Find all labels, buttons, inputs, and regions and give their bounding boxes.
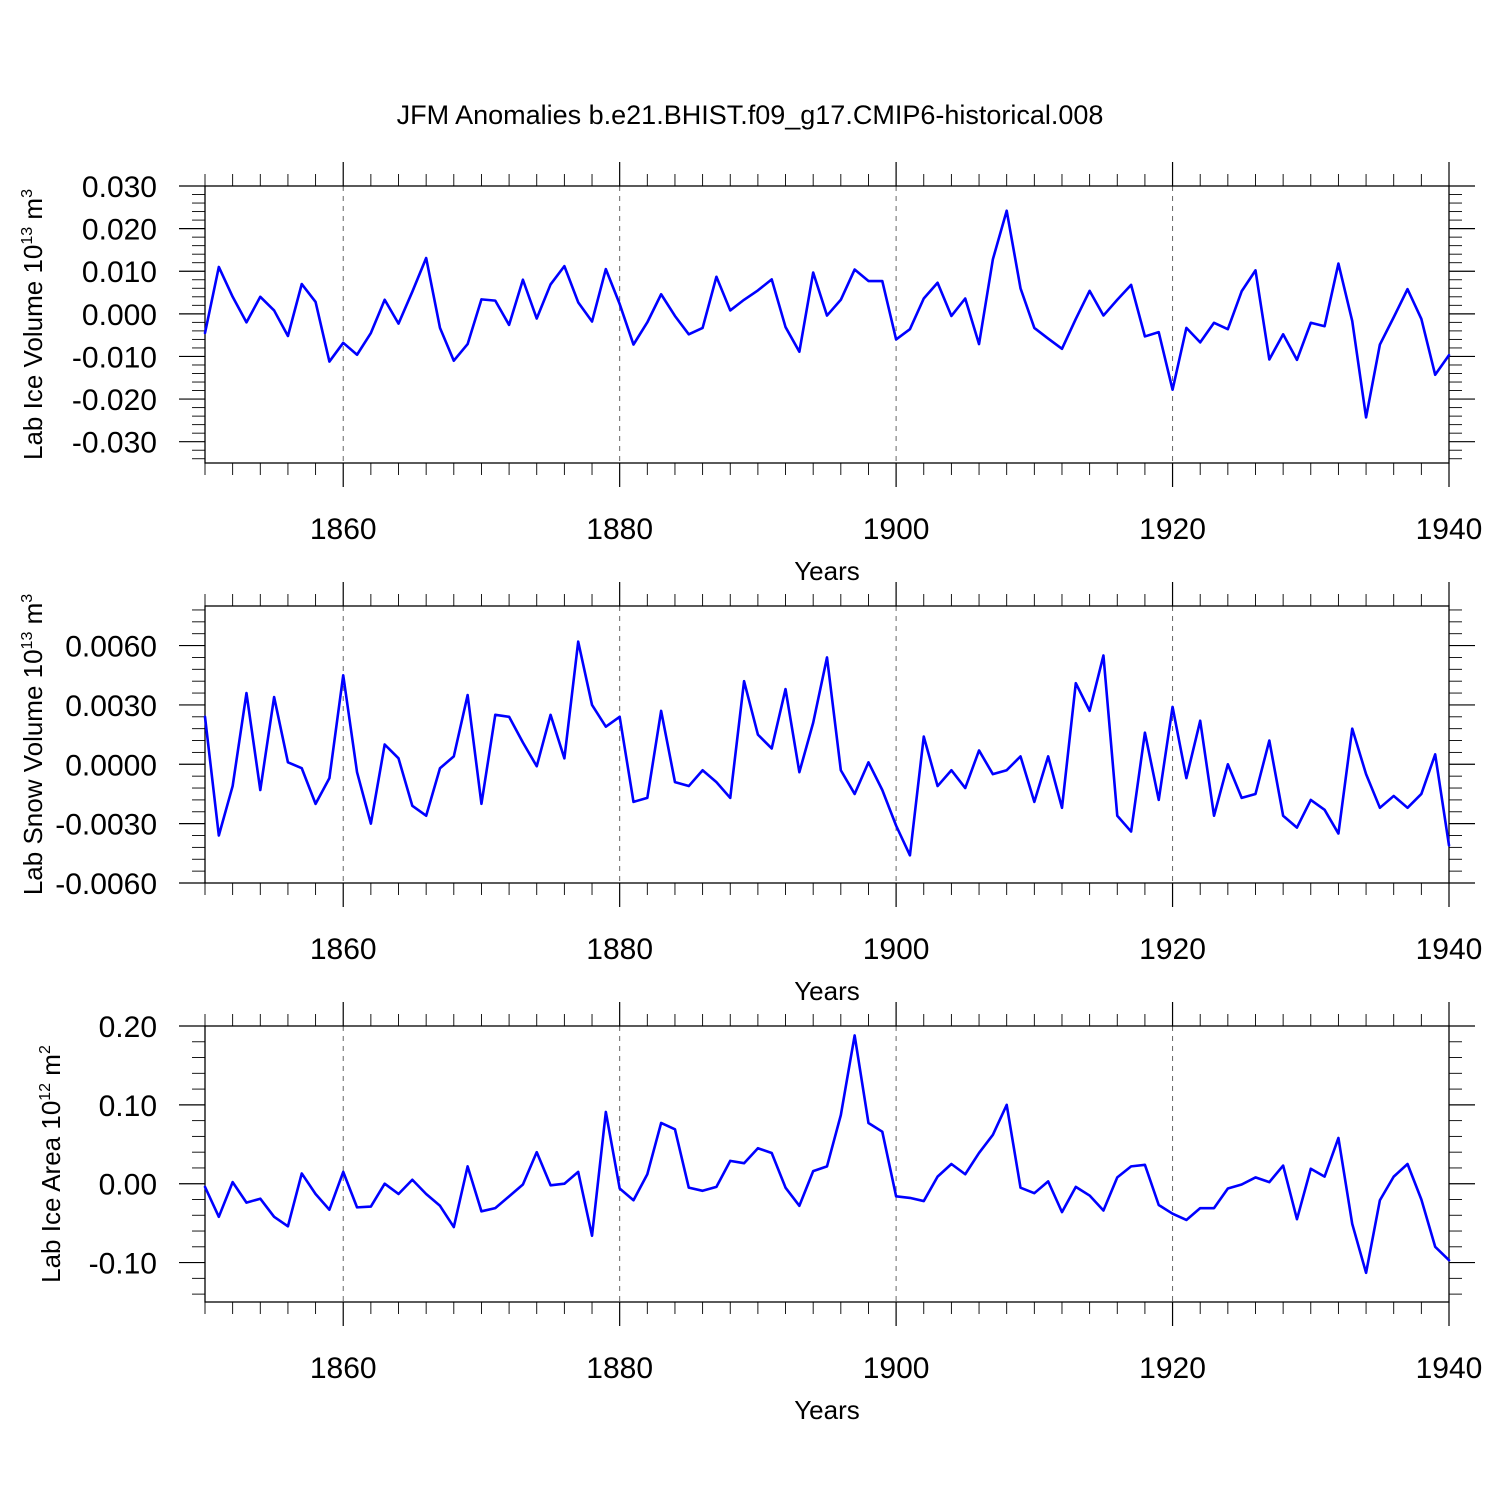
y-tick-label: 0.030 [82, 171, 157, 204]
figure-title: JFM Anomalies b.e21.BHIST.f09_g17.CMIP6-… [397, 100, 1104, 130]
plot-frame [204, 185, 1450, 464]
y-axis-label: Lab Snow Volume 1013 m3 [18, 594, 48, 895]
x-tick-label: 1900 [863, 1352, 930, 1385]
y-tick-label: 0.020 [82, 214, 157, 247]
y-axis-label-unit-exponent: 3 [19, 594, 36, 603]
y-tick-label: -0.0060 [55, 868, 157, 901]
y-tick-label: -0.0030 [55, 809, 157, 842]
x-tick-label: 1940 [1416, 933, 1483, 966]
y-tick-label: 0.00 [99, 1169, 157, 1202]
y-axis-label-unit-exponent: 3 [19, 189, 36, 198]
panel-3: 1860 1880 1900 1920 1940 0.20 0.10 0.00 -0.10 Yea… [36, 1002, 1482, 1425]
x-tick-label: 1900 [863, 513, 930, 546]
y-axis-label-main: Lab Snow Volume 10 [18, 649, 48, 895]
y-axis-label-exponent: 13 [19, 227, 36, 245]
x-axis-label: Years [794, 976, 860, 1006]
series-line [203, 1034, 1451, 1275]
y-tick-label: 0.20 [99, 1011, 157, 1044]
series-line [203, 640, 1451, 857]
y-axis-label: Lab Ice Area 1012 m2 [36, 1045, 66, 1283]
y-tick-label: -0.030 [72, 427, 157, 460]
y-axis-label-unit-exponent: 2 [37, 1045, 54, 1054]
y-tick-label: 0.000 [82, 299, 157, 332]
x-tick-label: 1880 [586, 1352, 653, 1385]
y-tick-label: -0.020 [72, 384, 157, 417]
x-tick-label: 1880 [586, 513, 653, 546]
y-axis-label-unit: m [18, 198, 48, 227]
panels: 1860 1880 1900 1920 19400.0300.0200.0100.000… [18, 162, 1482, 1425]
y-tick-label: -0.010 [72, 341, 157, 374]
x-tick-label: 1860 [310, 513, 377, 546]
plot-frame [204, 605, 1450, 884]
plot-frame [204, 1025, 1450, 1303]
y-axis-label-unit: m [36, 1054, 66, 1083]
y-axis-label-main: Lab Ice Area 10 [36, 1101, 66, 1283]
x-tick-label: 1940 [1416, 1352, 1483, 1385]
series-line [203, 209, 1451, 419]
y-axis-label: Lab Ice Volume 1013 m3 [18, 189, 48, 460]
y-tick-label: 0.0030 [65, 690, 157, 723]
y-tick-label: 0.0060 [65, 631, 157, 664]
panel-2: 1860 1880 1900 1920 1940 0.0060 0.0030 0.0000 -0… [18, 582, 1482, 1006]
y-tick-label: 0.10 [99, 1090, 157, 1123]
y-tick-label: 0.010 [82, 256, 157, 289]
y-axis-label-unit: m [18, 603, 48, 632]
x-tick-label: 1920 [1139, 1352, 1206, 1385]
y-axis-label-exponent: 12 [37, 1083, 54, 1101]
x-tick-label: 1900 [863, 933, 930, 966]
x-axis-label: Years [794, 556, 860, 586]
x-tick-label: 1860 [310, 1352, 377, 1385]
x-tick-label: 1920 [1139, 513, 1206, 546]
y-tick-label: 0.0000 [65, 749, 157, 782]
y-axis-label-exponent: 13 [19, 632, 36, 650]
y-axis-label-main: Lab Ice Volume 10 [18, 245, 48, 460]
x-tick-label: 1880 [586, 933, 653, 966]
panel-1: 1860 1880 1900 1920 1940 0.030 0.020 0.010 0.000… [18, 162, 1482, 586]
x-tick-label: 1940 [1416, 513, 1483, 546]
x-tick-label: 1920 [1139, 933, 1206, 966]
x-tick-label: 1860 [310, 933, 377, 966]
x-axis-label: Years [794, 1395, 860, 1425]
y-tick-label: -0.10 [89, 1248, 157, 1281]
